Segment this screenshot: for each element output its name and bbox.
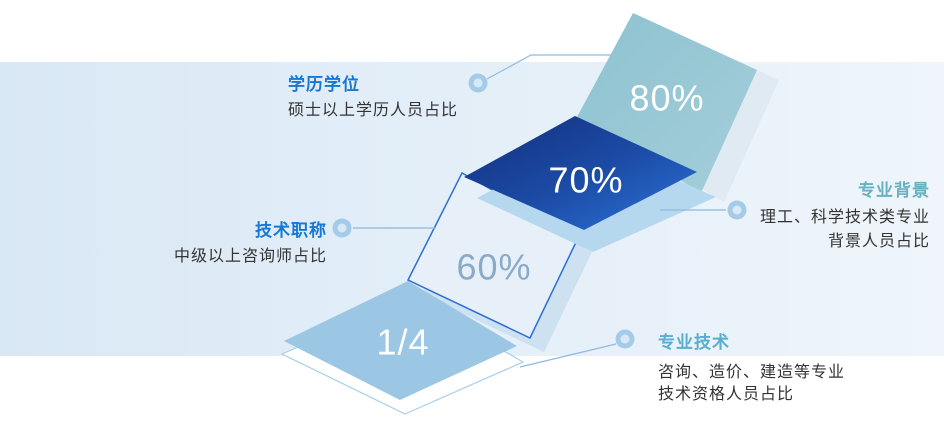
value-60: 60% [456, 247, 531, 288]
connector-line-pro-tech [519, 343, 617, 368]
diamond-14 [284, 281, 517, 400]
callout-education-line1: 硕士以上学历人员占比 [288, 102, 459, 119]
callout-tech-title-line1: 中级以上咨询师占比 [173, 248, 327, 265]
callout-pro-tech-line2: 技术资格人员占比 [658, 386, 795, 403]
value-70: 70% [548, 160, 623, 201]
callout-pro-tech-title: 专业技术 [658, 333, 730, 352]
diamond-80 [577, 13, 757, 193]
connector-dot-tech-title [332, 218, 352, 238]
diamond-70 [464, 116, 697, 230]
connector-dot-pro-background [727, 200, 747, 220]
connector-dot-pro-tech [615, 329, 635, 349]
callout-pro-tech: 专业技术 咨询、造价、建造等专业 技术资格人员占比 [658, 328, 845, 406]
value-80: 80% [629, 78, 704, 119]
callout-pro-background: 专业背景 理工、科学技术类专业 背景人员占比 [760, 176, 930, 254]
callout-tech-title-title: 技术职称 [255, 221, 327, 240]
connector-line-education [486, 54, 611, 80]
callout-pro-background-line1: 理工、科学技术类专业 [759, 209, 930, 226]
callout-education-title: 学历学位 [288, 75, 360, 94]
connector-dot-education [468, 73, 488, 93]
callout-pro-tech-line1: 咨询、造价、建造等专业 [658, 364, 846, 381]
callout-tech-title: 技术职称 中级以上咨询师占比 [174, 216, 327, 268]
value-14: 1/4 [376, 322, 429, 363]
callout-pro-background-line2: 背景人员占比 [827, 233, 930, 250]
callout-education: 学历学位 硕士以上学历人员占比 [288, 70, 458, 122]
callout-pro-background-title: 专业背景 [858, 181, 930, 200]
